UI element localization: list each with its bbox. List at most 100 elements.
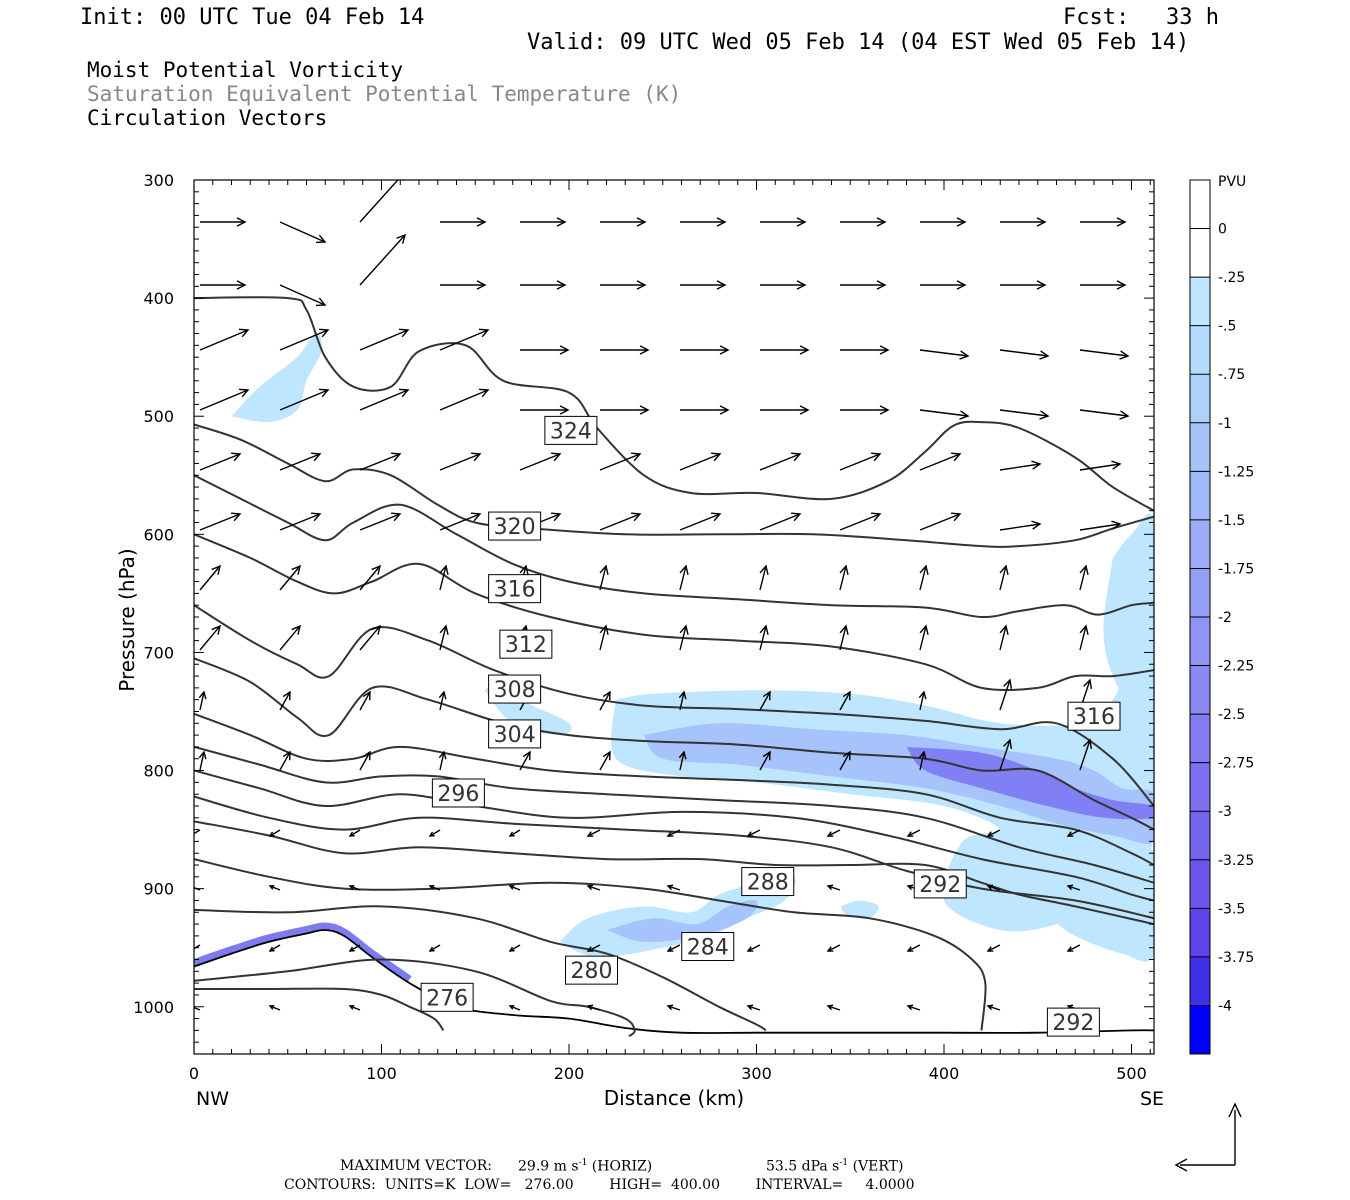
contour-label: 296 bbox=[437, 782, 479, 807]
vector-arrow bbox=[279, 329, 329, 351]
vector-head bbox=[390, 512, 402, 522]
vector-arrow bbox=[509, 829, 521, 837]
vector-arrow bbox=[1079, 409, 1129, 417]
vector-head bbox=[716, 280, 727, 290]
vector-arrow bbox=[999, 409, 1049, 417]
y-tick-label: 300 bbox=[143, 171, 174, 190]
vector-arrow bbox=[194, 886, 201, 891]
vector-head bbox=[666, 831, 674, 837]
vector-head bbox=[876, 217, 887, 227]
vector-arrow bbox=[279, 751, 291, 771]
y-tick-label: 700 bbox=[143, 643, 174, 662]
colorbar-segment bbox=[1190, 665, 1210, 715]
vector-head bbox=[630, 452, 642, 462]
vector-arrow bbox=[667, 944, 681, 952]
valid-time: Valid: 09 UTC Wed 05 Feb 14 (04 EST Wed … bbox=[527, 30, 1190, 55]
colorbar-segment bbox=[1190, 568, 1210, 618]
vector-arrow bbox=[919, 691, 925, 711]
vector-head bbox=[236, 280, 247, 290]
vector-arrow bbox=[839, 625, 847, 651]
vector-head bbox=[630, 512, 642, 522]
vector-arrow bbox=[349, 829, 361, 837]
x-axis: 0 100 200 300 400 500 bbox=[189, 180, 1151, 1083]
vector-scale-key bbox=[1174, 1102, 1242, 1172]
vector-head bbox=[559, 405, 570, 415]
vector-arrow bbox=[679, 565, 687, 591]
vector-arrow bbox=[359, 329, 409, 351]
vector-head bbox=[198, 750, 207, 760]
vector-arrow bbox=[359, 691, 371, 711]
vector-head bbox=[1039, 350, 1050, 360]
vector-arrow bbox=[679, 691, 685, 711]
colorbar-level: -.5 bbox=[1218, 319, 1236, 335]
vector-head bbox=[1116, 217, 1127, 227]
colorbar-segment bbox=[1190, 519, 1210, 569]
vector-head bbox=[348, 884, 355, 890]
vector-head bbox=[790, 452, 802, 462]
vector-arrow bbox=[827, 1005, 841, 1011]
vector-head bbox=[318, 328, 330, 338]
vector-arrow bbox=[587, 944, 601, 952]
colorbar-segment bbox=[1190, 277, 1210, 327]
vector-arrow bbox=[759, 453, 801, 471]
vector-arrow bbox=[279, 453, 321, 471]
vector-head bbox=[799, 405, 810, 415]
colorbar-segment bbox=[1190, 325, 1210, 375]
vector-head bbox=[956, 280, 967, 290]
vector-arrow bbox=[987, 829, 1001, 837]
vector-arrow bbox=[429, 944, 441, 952]
vector-head bbox=[371, 624, 381, 635]
vector-head bbox=[1066, 946, 1074, 952]
vector-arrow bbox=[987, 885, 1001, 891]
vector-head bbox=[362, 690, 371, 701]
contour-312 bbox=[194, 533, 1154, 692]
vector-arrow bbox=[999, 463, 1041, 471]
contour-label: 308 bbox=[494, 678, 536, 703]
vector-head bbox=[678, 690, 687, 700]
vector-arrow bbox=[439, 329, 489, 351]
vector-head bbox=[586, 884, 594, 891]
vector-head bbox=[879, 345, 890, 355]
vector-head bbox=[602, 690, 611, 701]
vector-arrow bbox=[907, 829, 921, 837]
vector-head bbox=[870, 512, 882, 522]
vector-head bbox=[746, 831, 754, 837]
vector-arrow bbox=[679, 625, 687, 651]
vector-head bbox=[1116, 280, 1127, 290]
vector-arrow bbox=[359, 625, 381, 651]
colorbar-title: PVU bbox=[1218, 174, 1246, 190]
vector-arrow bbox=[667, 885, 681, 891]
vector-arrow bbox=[519, 453, 561, 471]
vector-arrow bbox=[599, 625, 607, 651]
vector-head bbox=[439, 624, 449, 635]
vector-head bbox=[438, 690, 447, 700]
vector-arrow bbox=[279, 691, 291, 711]
vector-arrow bbox=[679, 453, 721, 471]
vector-head bbox=[1083, 738, 1093, 750]
vector-arrow bbox=[999, 523, 1041, 531]
contour-label: 292 bbox=[1052, 1011, 1094, 1036]
vector-arrow bbox=[999, 625, 1007, 651]
vector-head bbox=[508, 884, 515, 890]
vector-head bbox=[842, 750, 851, 761]
colorbar-segment bbox=[1190, 762, 1210, 812]
contour-label-box bbox=[499, 629, 553, 659]
vector-arrow bbox=[439, 453, 481, 471]
vector-head bbox=[986, 831, 994, 837]
vector-head bbox=[919, 564, 929, 575]
vector-arrow bbox=[199, 691, 205, 711]
vector-arrow bbox=[279, 513, 321, 531]
contour-280 bbox=[194, 858, 987, 1031]
vector-head bbox=[315, 234, 327, 244]
vector-head bbox=[556, 280, 567, 290]
vector-arrow bbox=[199, 751, 205, 771]
contour-300 bbox=[194, 712, 1154, 866]
x-axis-right-label: SE bbox=[1140, 1088, 1164, 1110]
colorbar-level: -3 bbox=[1218, 804, 1232, 820]
vector-head bbox=[508, 946, 515, 952]
max-vector-label: MAXIMUM VECTOR: bbox=[340, 1158, 492, 1174]
vector-head bbox=[666, 1004, 674, 1011]
contour-label: 320 bbox=[494, 515, 536, 540]
vector-arrow bbox=[1079, 739, 1091, 771]
y-tick-label: 500 bbox=[143, 407, 174, 426]
